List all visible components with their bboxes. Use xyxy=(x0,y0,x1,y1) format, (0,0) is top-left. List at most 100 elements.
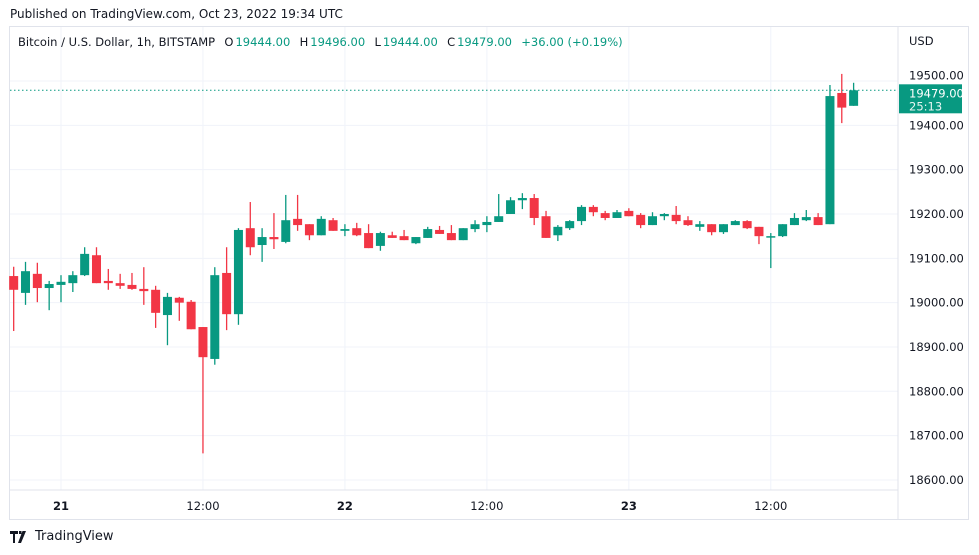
candle-up xyxy=(482,216,492,233)
brand-name: TradingView xyxy=(35,529,114,544)
candle-down xyxy=(364,224,374,249)
candle-up xyxy=(778,224,788,238)
candle-up xyxy=(44,280,54,311)
high-label: H xyxy=(299,35,309,49)
candle-up xyxy=(506,197,516,214)
candle-down xyxy=(624,208,634,217)
candle-body xyxy=(458,228,468,241)
candle-body xyxy=(257,237,267,246)
candle-body xyxy=(577,206,587,222)
candle-down xyxy=(837,73,847,124)
candle-body xyxy=(21,271,31,293)
candle-up xyxy=(56,275,66,303)
candle-body xyxy=(636,214,646,226)
candle-body xyxy=(281,220,291,242)
candle-body xyxy=(517,198,527,201)
candle-up xyxy=(612,210,622,218)
candle-down xyxy=(91,247,101,284)
candle-down xyxy=(304,224,314,241)
candle-body xyxy=(482,221,492,226)
candle-down xyxy=(636,213,646,229)
tradingview-logo-icon xyxy=(10,530,26,543)
price-tick-label: 19100.00 xyxy=(909,251,964,265)
low-value: 19444.00 xyxy=(382,35,438,49)
candle-up xyxy=(423,226,433,238)
high-value: 19496.00 xyxy=(310,35,366,49)
candle-body xyxy=(198,327,208,358)
candle-body xyxy=(541,216,551,238)
candle-body xyxy=(707,224,717,233)
candle-up xyxy=(695,221,705,231)
candle-down xyxy=(600,210,610,221)
candle-down xyxy=(198,327,208,454)
candle-down xyxy=(139,267,149,305)
candle-down xyxy=(151,285,161,328)
candle-down xyxy=(127,272,137,290)
candle-down xyxy=(707,224,717,236)
candle-body xyxy=(269,237,279,240)
candle-body xyxy=(222,272,232,315)
candle-up xyxy=(565,220,575,230)
candle-body xyxy=(115,283,125,286)
price-tick-label: 19400.00 xyxy=(909,118,964,132)
candle-body xyxy=(849,90,859,106)
time-tick-label: 23 xyxy=(621,499,637,513)
candle-body xyxy=(68,275,78,284)
candle-down xyxy=(588,205,598,217)
candle-down xyxy=(754,226,764,245)
candle-body xyxy=(375,233,385,246)
candle-body xyxy=(825,96,835,225)
candle-down xyxy=(352,222,362,237)
candle-up xyxy=(766,233,776,269)
candle-body xyxy=(837,92,847,108)
change-value: +36.00 (+0.19%) xyxy=(521,35,623,49)
candle-body xyxy=(293,218,303,226)
candle-up xyxy=(470,220,480,233)
candle-down xyxy=(683,216,693,226)
candle-body xyxy=(718,224,728,233)
candle-up xyxy=(340,224,350,237)
candle-body xyxy=(316,218,326,236)
candle-body xyxy=(174,297,184,303)
candle-up xyxy=(281,194,291,244)
candle-body xyxy=(103,280,113,284)
candle-down xyxy=(328,217,338,231)
price-tick-label: 19200.00 xyxy=(909,207,964,221)
candle-body xyxy=(612,212,622,218)
candle-body xyxy=(423,229,433,238)
candle-body xyxy=(600,213,610,218)
candle-body xyxy=(470,224,480,230)
candle-up xyxy=(849,82,859,106)
candle-body xyxy=(789,217,799,226)
candle-body xyxy=(742,221,752,229)
candle-body xyxy=(648,216,657,226)
candle-down xyxy=(399,229,409,241)
price-tick-label: 18700.00 xyxy=(909,429,964,443)
candle-body xyxy=(778,224,788,237)
candle-body xyxy=(186,301,196,330)
candle-down xyxy=(174,296,184,321)
candle-body xyxy=(588,206,598,213)
price-tick-label: 18800.00 xyxy=(909,384,964,398)
low-label: L xyxy=(374,35,381,49)
bar-countdown: 25:13 xyxy=(909,99,942,113)
time-tick-label: 21 xyxy=(53,499,69,513)
candle-down xyxy=(245,202,255,256)
candle-down xyxy=(293,194,303,231)
candle-body xyxy=(56,281,66,285)
candle-up xyxy=(21,261,31,305)
candle-down xyxy=(9,266,19,332)
candle-body xyxy=(766,236,776,238)
candle-body xyxy=(565,221,575,229)
candle-body xyxy=(387,235,397,238)
last-price-badge xyxy=(899,84,962,114)
candle-up xyxy=(411,237,421,245)
candle-body xyxy=(245,228,255,248)
candle-body xyxy=(304,224,314,236)
candle-down xyxy=(446,225,456,241)
time-tick-label: 12:00 xyxy=(754,499,787,513)
candle-body xyxy=(435,229,445,234)
candle-body xyxy=(730,221,740,226)
candle-body xyxy=(801,217,811,221)
